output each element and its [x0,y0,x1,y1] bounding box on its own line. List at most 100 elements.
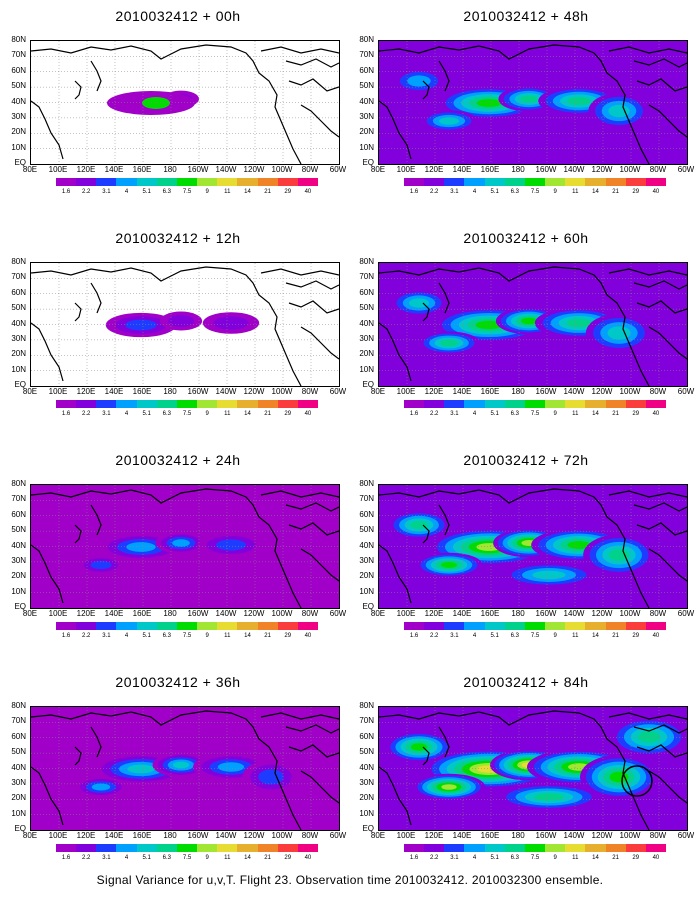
colorbar-swatch [56,844,77,852]
longitude-label: 100W [271,831,293,840]
longitude-label: 140W [563,387,585,396]
latitude-label: 40N [11,540,26,550]
longitude-label: 180 [163,165,177,174]
longitude-label: 160E [132,387,152,396]
colorbar-swatch [484,400,505,408]
coastline [422,80,430,100]
longitude-label: 120E [424,387,444,396]
colorbar-swatch [484,178,505,186]
coastline [438,282,450,314]
colorbar-swatch [464,400,485,408]
colorbar-swatch [237,178,258,186]
latitude-label: 10N [11,586,26,596]
longitude-label: 120E [424,831,444,840]
variance-contour [410,520,428,530]
latitude-label: 60N [359,731,374,741]
colorbar-swatch [545,622,566,630]
latitude-label: 20N [359,349,374,359]
longitude-label: 120W [243,831,265,840]
latitude-label: 30N [359,111,374,121]
longitude-label: 160W [187,387,209,396]
variance-contour [637,731,661,743]
coastline [31,322,64,382]
coastline [422,746,430,766]
longitude-label: 80W [649,165,667,174]
longitude-label: 60W [329,387,347,396]
coastline [300,548,339,582]
colorbar-swatch [116,622,137,630]
coastline [31,488,302,608]
variance-contour [167,315,195,327]
colorbar-label: 7.5 [182,189,192,195]
coastline [379,766,412,826]
colorbar-label: 9 [205,189,209,195]
colorbar-label: 21 [264,411,271,417]
colorbar-label: 2.2 [430,633,439,639]
colorbar-label: 2.2 [82,633,91,639]
colorbar-label: 3.1 [450,855,459,861]
colorbar-swatch [237,622,258,630]
coastline [633,280,687,290]
latitude-label: 80N [11,35,26,44]
coastline [438,60,450,92]
coastline [74,746,82,766]
colorbar-swatch [277,178,298,186]
colorbar-label: 40 [652,189,660,195]
colorbar-label: 1.6 [409,855,419,861]
coastline [608,46,687,54]
colorbar-label: 14 [592,411,599,417]
variance-contour [172,761,190,769]
colorbar-swatch [464,178,485,186]
latitude-label: 40N [11,762,26,772]
variance-contour [476,99,502,107]
coastline [608,268,687,276]
colorbar-label: 5.1 [142,189,151,195]
colorbar-swatch [76,178,97,186]
colorbar-label: 29 [632,411,640,417]
longitude-label: 160E [480,831,500,840]
colorbar-label: 3.1 [102,411,111,417]
map-area [378,40,688,165]
coastline [31,710,302,830]
colorbar-swatch [524,622,546,630]
longitude-label: 80E [22,387,38,396]
longitude-label: 180 [511,165,525,174]
variance-contour [90,560,112,570]
coastline [288,300,339,314]
coastline [379,488,650,608]
colorbar-swatch [464,622,485,630]
colorbar-label: 4 [124,633,129,639]
coastline [31,544,64,604]
coastline [90,282,102,314]
panel-title: 2010032412 + 72h [463,452,589,468]
colorbar-label: 9 [553,633,557,639]
colorbar-swatch [136,622,157,630]
colorbar-swatch [484,844,505,852]
colorbar-label: 9 [205,411,209,417]
coastline [288,78,339,92]
colorbar-swatch [424,400,445,408]
variance-contour [217,762,245,772]
panel-title: 2010032412 + 24h [115,452,241,468]
colorbar-swatch [444,622,465,630]
coastline [633,58,687,68]
colorbar-swatch [217,622,238,630]
colorbar-label: 21 [264,189,271,195]
colorbar-label: 3.1 [102,633,111,639]
longitude-label: 140W [563,165,585,174]
latitude-label: 20N [11,793,26,803]
colorbar-label: 14 [244,633,251,639]
variance-contour [475,320,503,330]
longitude-label: 140E [104,165,124,174]
colorbar-swatch [565,178,586,186]
variance-contour [609,771,629,783]
latitude-label: 40N [359,540,374,550]
variance-contour [566,318,592,328]
latitude-label: EQ [362,824,374,833]
colorbar-label: 1.6 [61,189,71,195]
coastline [379,710,650,830]
longitude-label: 80E [22,609,38,618]
coastline [260,46,339,54]
variance-contour [410,743,428,751]
variance-contour [172,539,190,547]
